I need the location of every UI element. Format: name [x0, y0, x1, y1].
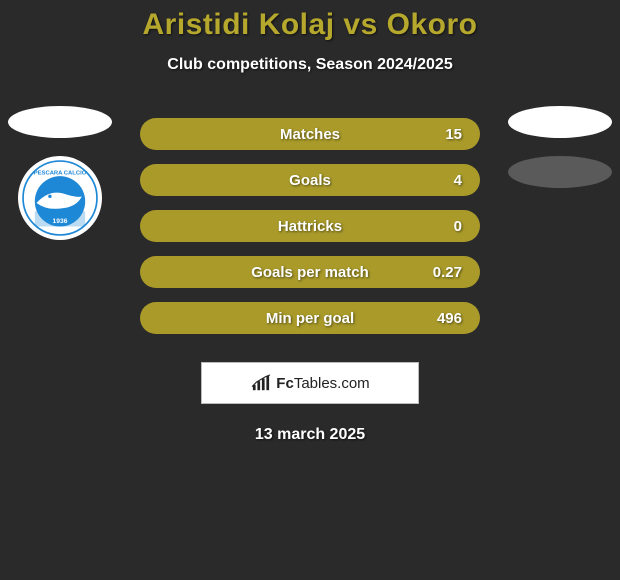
stat-row: Goals4 [140, 164, 480, 196]
stat-value: 15 [445, 126, 462, 143]
stat-label: Goals [140, 172, 480, 189]
player1-name: Aristidi Kolaj [143, 8, 335, 41]
club-badge-pescara: PESCARA CALCIO 1936 [18, 156, 102, 240]
left-ellipse [8, 106, 112, 138]
stat-value: 0.27 [433, 264, 462, 281]
brand-suffix: Tables.com [294, 375, 370, 392]
stat-label: Hattricks [140, 218, 480, 235]
stat-label: Goals per match [140, 264, 480, 281]
content-area: PESCARA CALCIO 1936 Matches15 Goals4 Hattr… [0, 118, 620, 444]
brand-chart-icon [250, 374, 272, 392]
comparison-widget: Aristidi Kolaj vs Okoro Club competition… [0, 0, 620, 444]
badge-text-year: 1936 [53, 218, 68, 225]
stats-list: Matches15 Goals4 Hattricks0 Goals per match… [140, 118, 480, 334]
player2-name: Okoro [387, 8, 478, 41]
date-text: 13 march 2025 [0, 426, 620, 444]
stat-value: 0 [454, 218, 462, 235]
right-decoration [508, 106, 612, 188]
subtitle: Club competitions, Season 2024/2025 [0, 56, 620, 74]
brand-box[interactable]: FcTables.com [201, 362, 419, 404]
page-title: Aristidi Kolaj vs Okoro [0, 8, 620, 42]
left-decoration: PESCARA CALCIO 1936 [8, 106, 112, 240]
badge-text-top: PESCARA CALCIO [34, 170, 87, 176]
pescara-logo-svg: PESCARA CALCIO 1936 [18, 156, 102, 240]
brand-text: FcTables.com [276, 375, 369, 392]
stat-row: Hattricks0 [140, 210, 480, 242]
stat-row: Goals per match0.27 [140, 256, 480, 288]
stat-label: Min per goal [140, 310, 480, 327]
stat-value: 4 [454, 172, 462, 189]
right-ellipse-2 [508, 156, 612, 188]
stat-row: Min per goal496 [140, 302, 480, 334]
stat-label: Matches [140, 126, 480, 143]
right-ellipse-1 [508, 106, 612, 138]
brand-prefix: Fc [276, 375, 294, 392]
vs-text: vs [343, 8, 377, 41]
stat-row: Matches15 [140, 118, 480, 150]
stat-value: 496 [437, 310, 462, 327]
